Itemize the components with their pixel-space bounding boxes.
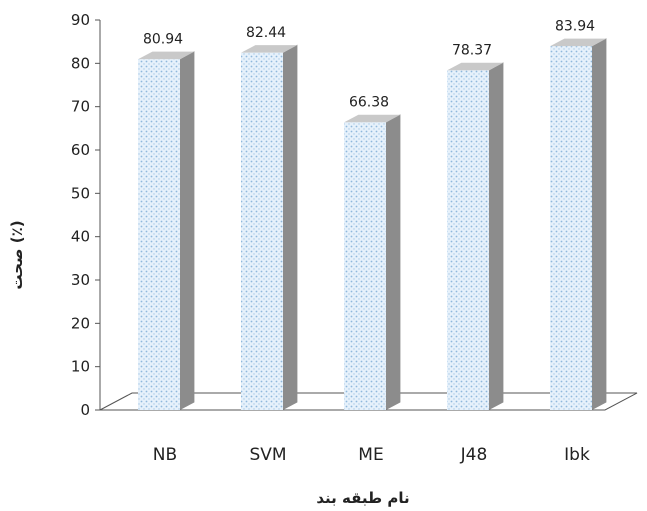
bar bbox=[447, 62, 504, 410]
data-label: 80.94 bbox=[143, 32, 183, 48]
bar-top-face bbox=[138, 51, 195, 60]
bar bbox=[241, 44, 298, 411]
bar bbox=[550, 38, 607, 411]
y-tick-label: 80 bbox=[71, 54, 90, 72]
bar-top-face bbox=[447, 62, 504, 71]
bar-top-face bbox=[241, 45, 298, 53]
y-tick-label: 30 bbox=[71, 271, 90, 289]
data-label: 66.38 bbox=[349, 95, 389, 111]
bar-side-face bbox=[180, 51, 195, 411]
data-label: 83.94 bbox=[555, 19, 595, 35]
x-category-label: Ibk bbox=[564, 445, 590, 465]
x-category-label: ME bbox=[358, 445, 383, 465]
y-tick-label: 10 bbox=[71, 358, 90, 376]
y-tick-label: 70 bbox=[71, 98, 90, 116]
data-label: 82.44 bbox=[246, 25, 286, 41]
y-axis-title: صحت (٪) bbox=[8, 220, 26, 289]
bar-side-face bbox=[592, 38, 607, 411]
y-tick-label: 20 bbox=[71, 314, 90, 332]
bar-front-face bbox=[344, 122, 386, 410]
x-axis-title: نام طبقه بند bbox=[316, 489, 409, 507]
x-category-label: NB bbox=[153, 445, 177, 465]
bar-side-face bbox=[489, 62, 504, 410]
y-tick-label: 60 bbox=[71, 141, 90, 159]
x-category-label: J48 bbox=[460, 445, 488, 465]
bar-side-face bbox=[283, 44, 298, 411]
bar bbox=[138, 51, 195, 411]
data-label: 78.37 bbox=[452, 43, 492, 59]
bar-front-face bbox=[550, 46, 592, 410]
x-category-label: SVM bbox=[249, 445, 286, 465]
y-tick-label: 40 bbox=[71, 228, 90, 246]
y-tick-label: 0 bbox=[80, 401, 90, 419]
y-tick-label: 50 bbox=[71, 184, 90, 202]
bar-front-face bbox=[138, 59, 180, 410]
bar bbox=[344, 114, 401, 410]
bar-front-face bbox=[447, 70, 489, 410]
bar-top-face bbox=[344, 114, 401, 123]
bar-side-face bbox=[386, 114, 401, 410]
bar-front-face bbox=[241, 52, 283, 410]
bar-top-face bbox=[550, 38, 607, 47]
y-tick-label: 90 bbox=[71, 11, 90, 29]
